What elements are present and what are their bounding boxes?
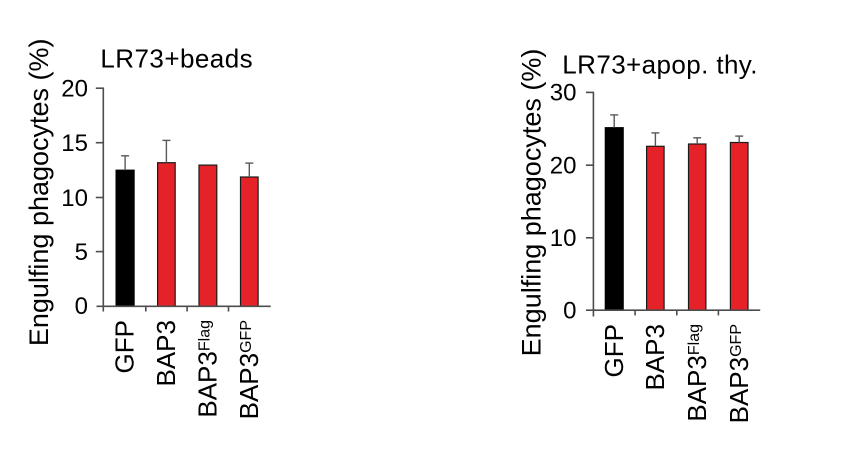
svg-text:5: 5 [75, 239, 88, 266]
svg-text:15: 15 [61, 130, 88, 157]
svg-text:GFP: GFP [599, 324, 629, 377]
svg-text:LR73+apop. thy.: LR73+apop. thy. [562, 49, 758, 79]
svg-text:BAP3GFP: BAP3GFP [724, 324, 754, 423]
svg-text:Engulfing phagocytes (%): Engulfing phagocytes (%) [517, 49, 547, 357]
svg-text:GFP: GFP [109, 320, 139, 373]
svg-text:10: 10 [550, 225, 577, 252]
svg-text:30: 30 [550, 80, 577, 107]
svg-text:0: 0 [563, 297, 576, 324]
svg-text:10: 10 [61, 185, 88, 212]
svg-text:0: 0 [75, 293, 88, 320]
svg-text:20: 20 [61, 76, 88, 103]
svg-text:LR73+beads: LR73+beads [100, 43, 253, 73]
svg-text:BAP3: BAP3 [640, 324, 670, 391]
svg-text:BAP3: BAP3 [151, 320, 181, 387]
svg-text:20: 20 [550, 153, 577, 180]
svg-text:Engulfing phagocytes (%): Engulfing phagocytes (%) [24, 38, 54, 346]
